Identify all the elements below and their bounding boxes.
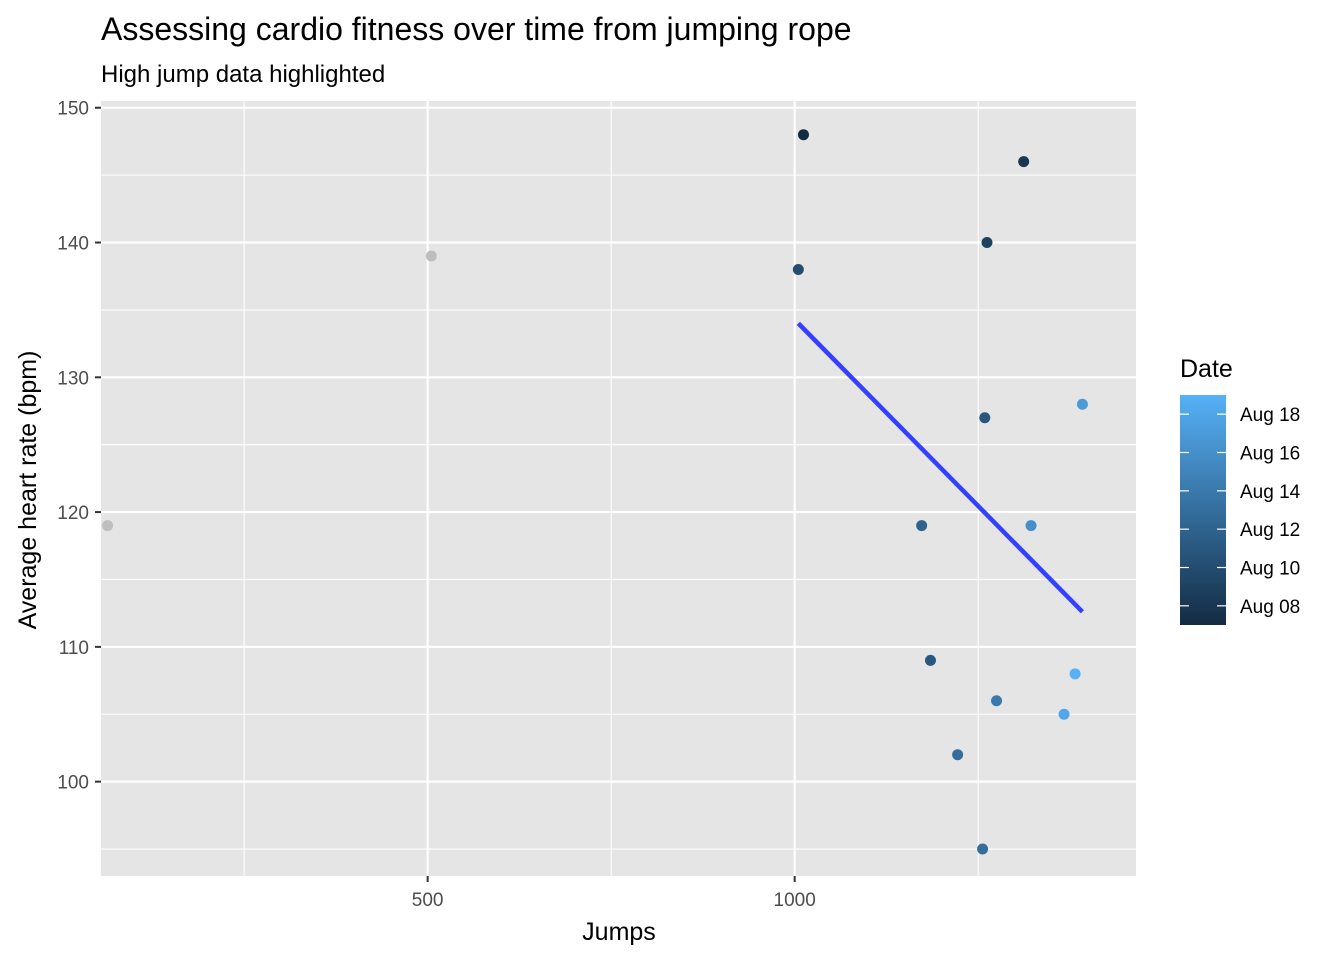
chart-subtitle: High jump data highlighted: [101, 61, 385, 88]
legend-label: Aug 08: [1240, 597, 1300, 618]
data-point-highlighted: [991, 695, 1003, 707]
data-point-highlighted: [916, 520, 928, 532]
data-point-highlighted: [952, 749, 964, 761]
data-point-highlighted: [1076, 398, 1088, 410]
legend-label: Aug 12: [1240, 520, 1300, 541]
y-tick-label: 150: [57, 99, 89, 120]
data-point-highlighted: [1018, 156, 1030, 168]
data-point-highlighted: [1025, 520, 1037, 532]
chart-title: Assessing cardio fitness over time from …: [101, 11, 852, 47]
data-point-highlighted: [924, 654, 936, 666]
x-axis-ticks: 500 1000: [412, 876, 816, 911]
y-tick-label: 120: [57, 503, 89, 524]
y-axis-ticks: 100 110 120 130 140 150: [57, 99, 101, 794]
data-point-highlighted: [792, 263, 804, 275]
x-tick-label: 500: [412, 890, 444, 911]
data-point-highlighted: [1069, 668, 1081, 680]
major-gridlines: [101, 101, 1136, 876]
y-tick-label: 100: [57, 773, 89, 794]
y-tick-label: 110: [59, 638, 89, 659]
legend-title: Date: [1180, 355, 1233, 383]
data-point-other: [425, 250, 437, 262]
plot-panel: [101, 101, 1136, 876]
data-point-highlighted: [797, 129, 809, 141]
data-point-other: [102, 520, 114, 532]
legend-label: Aug 18: [1240, 405, 1300, 426]
legend-label: Aug 16: [1240, 444, 1300, 465]
minor-gridlines: [101, 101, 1136, 876]
data-point-highlighted: [1058, 708, 1070, 720]
data-point-highlighted: [979, 412, 991, 424]
data-point-highlighted: [981, 237, 993, 249]
y-axis-title: Average heart rate (bpm): [14, 351, 42, 630]
data-point-highlighted: [977, 843, 989, 855]
y-tick-label: 130: [57, 368, 89, 389]
y-tick-label: 140: [57, 234, 89, 255]
other-points: [102, 250, 437, 532]
legend-colorbar: [1180, 395, 1226, 625]
x-tick-label: 1000: [774, 890, 816, 911]
legend-label: Aug 14: [1240, 482, 1301, 503]
trend-line: [796, 321, 1085, 614]
legend-ticks: Aug 08 Aug 10 Aug 12 Aug 14 Aug 16 Aug 18: [1180, 405, 1301, 618]
legend-label: Aug 10: [1240, 559, 1300, 580]
x-axis-title: Jumps: [582, 918, 656, 946]
highlighted-points: [792, 129, 1088, 855]
